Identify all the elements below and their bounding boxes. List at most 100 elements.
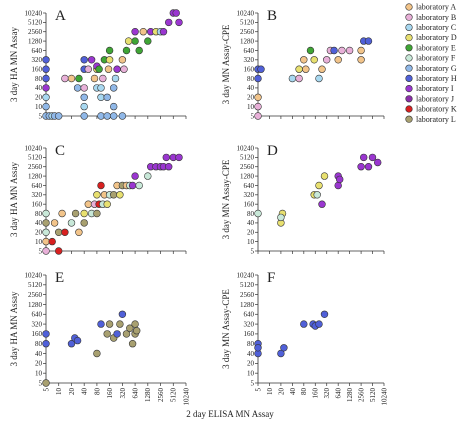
y-tick-label: 1280 — [240, 301, 255, 309]
data-point — [288, 74, 297, 83]
y-tick-label: 160 — [32, 330, 43, 338]
y-tick-label: 320 — [32, 191, 43, 199]
data-point — [159, 28, 168, 36]
data-point — [330, 46, 338, 55]
legend-label: laboratory A — [416, 3, 456, 12]
y-tick-label: 10 — [247, 238, 255, 246]
data-point — [97, 320, 105, 328]
y-tick-label: 5120 — [240, 154, 255, 162]
data-point — [144, 37, 152, 45]
data-point — [345, 46, 354, 55]
x-tick-label: 320 — [119, 388, 127, 399]
y-tick-label: 10240 — [237, 9, 255, 17]
x-tick-label: 20 — [277, 388, 285, 396]
data-point — [93, 349, 101, 358]
y-tick-label: 80 — [247, 210, 255, 218]
legend-entry: laboratory D — [405, 33, 457, 42]
y-tick-label: 2560 — [240, 291, 255, 299]
data-point — [175, 153, 183, 162]
data-point — [97, 93, 105, 102]
data-point — [122, 46, 131, 55]
data-point — [306, 46, 315, 55]
y-tick-label: 1280 — [240, 172, 255, 180]
data-point — [80, 112, 88, 120]
data-point — [128, 181, 137, 190]
data-point — [90, 74, 99, 83]
y-tick-label: 10 — [35, 369, 43, 377]
data-point — [310, 56, 318, 64]
x-tick-label: 40 — [81, 388, 89, 396]
data-point — [128, 340, 137, 348]
data-point — [80, 93, 88, 102]
data-point — [73, 84, 82, 92]
data-point — [320, 172, 329, 180]
data-point — [302, 65, 310, 73]
x-tick-label: 10240 — [182, 388, 190, 406]
y-tick-label: 320 — [32, 56, 43, 64]
x-tick-label: 5120 — [170, 388, 178, 403]
data-point — [113, 65, 121, 73]
axes-frame — [257, 275, 384, 384]
data-point — [368, 153, 377, 162]
data-point — [175, 18, 183, 27]
y-tick-label: 10240 — [237, 144, 255, 152]
data-point — [334, 181, 342, 190]
data-point — [103, 112, 111, 120]
data-point — [42, 379, 50, 387]
data-point — [42, 228, 50, 237]
x-tick-label: 2560 — [157, 388, 165, 403]
y-tick-label: 40 — [247, 84, 255, 92]
y-tick-label: 20 — [247, 229, 255, 237]
data-point — [120, 65, 128, 73]
data-point — [97, 181, 105, 190]
y-tick-label: 2560 — [28, 28, 43, 36]
x-tick-label: 160 — [106, 388, 114, 399]
legend-entry: laboratory K — [405, 105, 457, 114]
data-point — [172, 9, 180, 17]
data-point — [84, 65, 93, 73]
y-tick-label: 40 — [247, 350, 255, 358]
data-point — [67, 74, 76, 83]
data-point — [80, 84, 88, 92]
data-point — [97, 112, 105, 120]
data-point — [58, 209, 66, 218]
y-tick-label: 10240 — [25, 144, 43, 152]
legend-entry: laboratory C — [405, 23, 456, 32]
data-point — [122, 330, 131, 338]
y-tick-label: 640 — [32, 182, 43, 190]
x-axis-title: 2 day ELISA MN Assay — [186, 409, 274, 419]
y-tick-label: 160 — [244, 65, 255, 73]
x-tick-label: 5 — [42, 388, 50, 392]
data-point — [360, 153, 368, 162]
y-tick-label: 10 — [247, 369, 255, 377]
data-point — [323, 56, 331, 64]
data-point — [61, 74, 69, 83]
data-point — [277, 213, 285, 222]
y-axis-title: 3 day MN Assay-CPE — [221, 289, 231, 369]
y-tick-label: 5 — [251, 247, 255, 255]
legend-marker — [405, 33, 413, 42]
data-point — [257, 65, 265, 73]
y-tick-label: 1280 — [28, 37, 43, 45]
x-tick-label: 20 — [68, 388, 76, 396]
data-point — [67, 340, 76, 348]
legend-entry: laboratory L — [405, 115, 456, 124]
data-point — [320, 310, 329, 318]
data-point — [109, 112, 118, 120]
data-point — [42, 237, 50, 246]
y-tick-label: 5 — [251, 379, 255, 387]
data-point — [54, 112, 63, 120]
data-point — [109, 84, 118, 92]
data-point — [105, 46, 114, 55]
legend-marker — [405, 64, 413, 72]
data-point — [111, 74, 120, 83]
legend-label: laboratory E — [416, 43, 456, 52]
data-point — [357, 46, 365, 55]
y-tick-label: 2560 — [240, 28, 255, 36]
